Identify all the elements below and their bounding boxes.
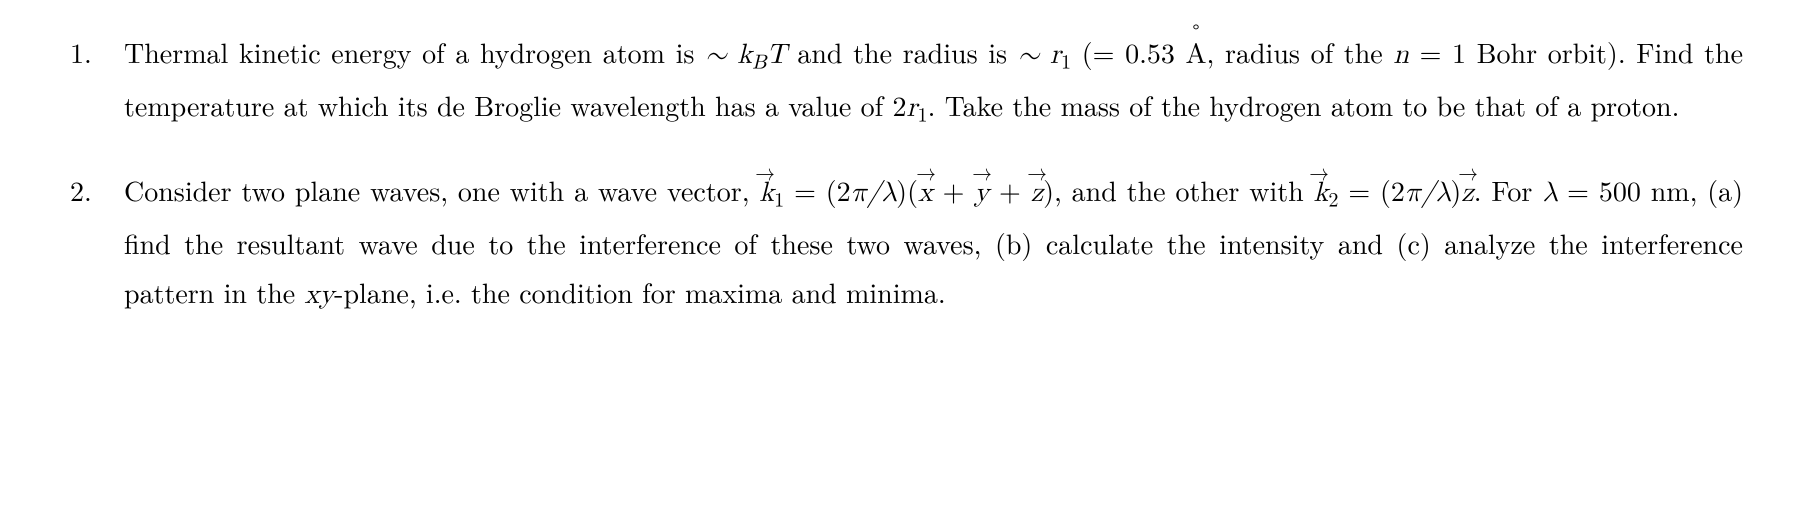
slash: / [1421, 179, 1435, 207]
k1-vector: k1 [759, 179, 784, 207]
k: k [759, 169, 774, 218]
problem-2: Consider two plane waves, one with a wav… [70, 166, 1743, 320]
text: )( [896, 170, 918, 210]
text: . For [1474, 170, 1542, 210]
pi: π [1405, 179, 1421, 207]
two-subscript: 2 [1328, 190, 1338, 210]
text: and the radius is [787, 32, 1018, 72]
text: -plane, i.e. the condition for maxima an… [334, 272, 945, 312]
problem-list: Thermal kinetic energy of a hydrogen ato… [70, 28, 1743, 320]
pi: π [851, 179, 867, 207]
x: x [305, 281, 320, 309]
text: Thermal kinetic energy of a hydrogen ato… [124, 32, 705, 72]
page: Thermal kinetic energy of a hydrogen ato… [0, 0, 1813, 512]
text: Consider two plane waves, one with a wav… [124, 170, 759, 210]
k: k [737, 41, 752, 69]
lambda: λ [1542, 179, 1557, 207]
z-vector: z [1031, 169, 1043, 218]
r1-again: r1 [907, 94, 928, 122]
sim: ∼ [1018, 41, 1050, 69]
k2-vector: k2 [1314, 179, 1339, 207]
r: r [907, 94, 918, 122]
plus: + [989, 170, 1031, 210]
k: k [1314, 169, 1329, 218]
T: T [766, 41, 786, 69]
angstrom: A [1186, 28, 1207, 77]
xy: xy [305, 281, 335, 309]
slash: / [867, 179, 881, 207]
n: n [1393, 41, 1409, 69]
B-subscript: B [752, 53, 766, 73]
x-vector: x [918, 169, 933, 218]
text: (= [1071, 32, 1125, 72]
text: ), and the other with [1043, 170, 1313, 210]
one-subscript: 1 [918, 106, 928, 126]
text: . Take the mass of the hydrogen atom to … [928, 85, 1680, 125]
value: 0.53 [1125, 32, 1185, 72]
text: radius of the [1214, 32, 1393, 72]
lambda: λ [881, 179, 896, 207]
one-subscript: 1 [1061, 53, 1071, 73]
r: r [1050, 41, 1061, 69]
problem-1: Thermal kinetic energy of a hydrogen ato… [70, 28, 1743, 134]
y: y [319, 281, 334, 309]
kB-T: kBT [737, 41, 786, 69]
plus: + [933, 170, 975, 210]
z-vector: z [1461, 169, 1473, 218]
r1: r1 [1050, 41, 1071, 69]
one-subscript: 1 [774, 190, 784, 210]
sim: ∼ [705, 41, 737, 69]
y-vector: y [974, 169, 989, 218]
text: = (2 [1338, 170, 1404, 210]
lambda: λ [1435, 179, 1450, 207]
text: = (2 [784, 170, 850, 210]
